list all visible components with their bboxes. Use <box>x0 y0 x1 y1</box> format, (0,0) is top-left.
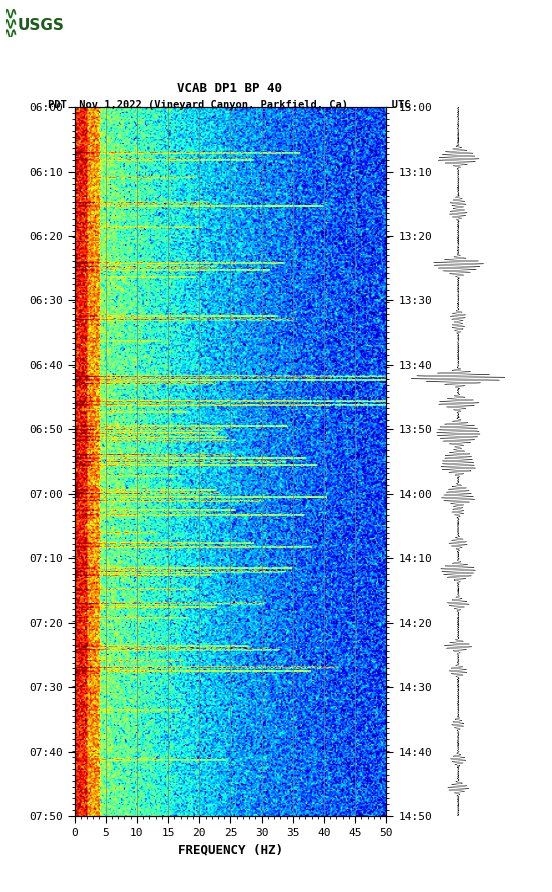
Text: USGS: USGS <box>18 18 65 33</box>
X-axis label: FREQUENCY (HZ): FREQUENCY (HZ) <box>178 844 283 856</box>
Text: VCAB DP1 BP 40: VCAB DP1 BP 40 <box>177 82 282 95</box>
Text: PDT  Nov 1,2022 (Vineyard Canyon, Parkfield, Ca)       UTC: PDT Nov 1,2022 (Vineyard Canyon, Parkfie… <box>48 100 410 110</box>
